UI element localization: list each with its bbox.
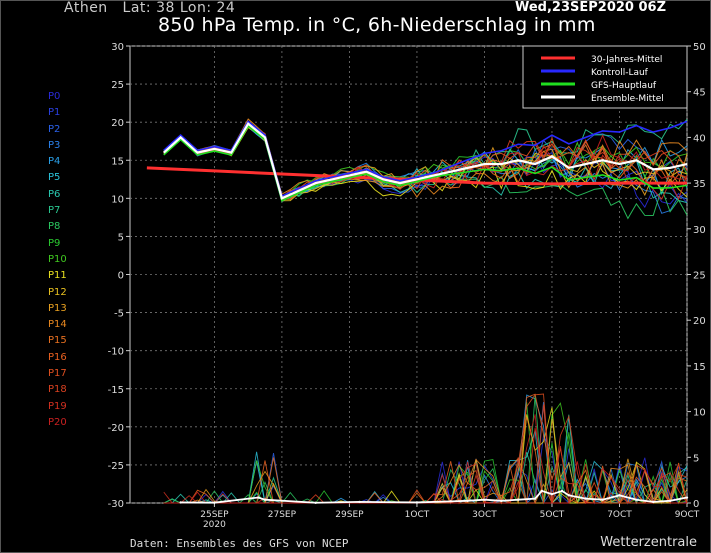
- x-tick-label: 25SEP: [200, 510, 229, 520]
- member-label: P12: [48, 286, 67, 298]
- member-label: P18: [48, 384, 67, 396]
- member-label: P17: [48, 368, 67, 380]
- member-label: P13: [48, 302, 67, 314]
- member-label: P1: [48, 107, 61, 119]
- y-tick-label: 0: [118, 271, 124, 282]
- member-label: P8: [48, 221, 61, 233]
- plot-area: [129, 45, 688, 504]
- y-tick-label: -25: [108, 461, 124, 472]
- y-tick-label: -15: [108, 385, 124, 396]
- y-tick-label: 25: [111, 80, 124, 91]
- x-tick-label: 27SEP: [268, 510, 297, 520]
- control-run-line: [163, 120, 688, 198]
- run-datetime: Wed,23SEP2020 06Z: [514, 0, 666, 15]
- y2-tick-label: 0: [693, 499, 699, 510]
- y2-tick-label: 50: [693, 42, 706, 53]
- legend-label: Kontroll-Lauf: [591, 68, 649, 78]
- x-tick-label: 29SEP: [335, 510, 364, 520]
- y-tick-label: -5: [114, 309, 124, 320]
- member-label: P10: [48, 253, 67, 265]
- member-label: P5: [48, 172, 61, 184]
- ensemble-mean-precip-line: [180, 489, 688, 504]
- member-label: P20: [48, 416, 67, 428]
- data-source: Daten: Ensembles des GFS von NCEP: [130, 537, 349, 550]
- y-tick-label: -10: [108, 347, 124, 358]
- x-tick-label: 9OCT: [675, 510, 700, 520]
- legend-label: 30-Jahres-Mittel: [591, 55, 662, 65]
- y2-tick-label: 20: [693, 316, 706, 327]
- y-tick-label: -20: [108, 423, 124, 434]
- member-label: P16: [48, 351, 67, 363]
- legend-label: GFS-Hauptlauf: [591, 81, 657, 91]
- y-tick-label: 5: [118, 232, 124, 243]
- x-tick-sublabel: 2020: [203, 520, 226, 530]
- member-label: P3: [48, 139, 61, 151]
- x-tick-label: 1OCT: [405, 510, 430, 520]
- x-tick-label: 7OCT: [607, 510, 632, 520]
- y-tick-label: 20: [111, 118, 124, 129]
- member-label: P2: [48, 123, 61, 135]
- member-label: P14: [48, 319, 67, 331]
- y2-tick-label: 5: [693, 453, 699, 464]
- main-run-line: [163, 124, 688, 202]
- member-label: P0: [48, 91, 61, 102]
- member-label: P9: [48, 237, 61, 249]
- y2-tick-label: 15: [693, 362, 706, 373]
- member-label: P19: [48, 400, 67, 412]
- legend-label: Ensemble-Mittel: [591, 94, 664, 104]
- y2-tick-label: 35: [693, 179, 706, 190]
- y-tick-label: 15: [111, 156, 124, 167]
- y2-tick-label: 25: [693, 271, 706, 282]
- ensemble-mean-temp-line: [163, 122, 688, 200]
- brand-label: Wetterzentrale: [600, 535, 697, 550]
- chart-title: 850 hPa Temp. in °C, 6h-Niederschlag in …: [158, 14, 596, 36]
- y2-tick-label: 10: [693, 408, 706, 419]
- y-tick-label: 10: [111, 194, 124, 205]
- member-label: P6: [48, 188, 61, 200]
- x-tick-label: 3OCT: [472, 510, 497, 520]
- member-label: P11: [48, 270, 67, 282]
- y2-tick-label: 45: [693, 88, 706, 99]
- x-tick-label: 5OCT: [540, 510, 565, 520]
- y-tick-label: 30: [111, 42, 124, 53]
- y-tick-label: -30: [108, 499, 124, 510]
- ensemble-member-list: P0 P1 P2 P3 P4 P5 P6 P7 P8 P9 P10 P11 P12 P13 P14 P15 P1…: [48, 89, 67, 431]
- member-label: P4: [48, 156, 61, 168]
- y2-tick-label: 30: [693, 225, 706, 236]
- location-label: Athen Lat: 38 Lon: 24: [64, 0, 236, 16]
- y2-tick-label: 40: [693, 133, 706, 144]
- member-label: P7: [48, 205, 61, 217]
- member-label: P15: [48, 335, 67, 347]
